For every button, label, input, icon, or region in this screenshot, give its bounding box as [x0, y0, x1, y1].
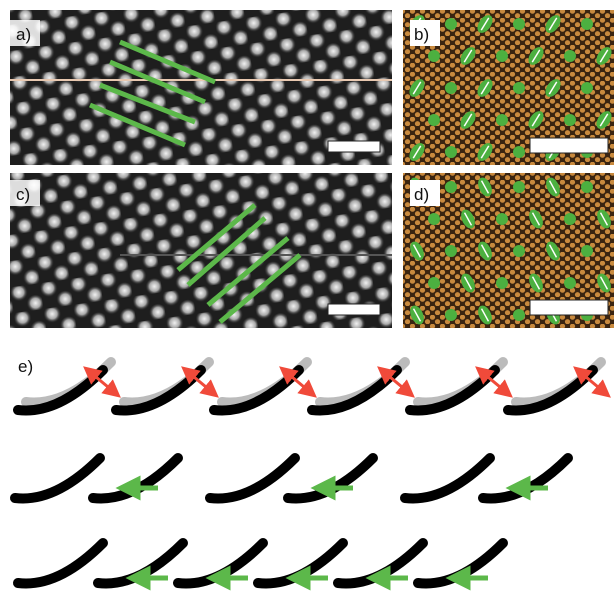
scale-bar — [530, 138, 608, 153]
molecule-curve — [15, 458, 100, 499]
green-dot — [564, 114, 576, 126]
green-dot — [428, 50, 440, 62]
green-dot — [564, 213, 576, 225]
green-dot — [581, 82, 593, 94]
molecule-curve — [405, 458, 490, 499]
green-dot — [445, 18, 457, 30]
green-dot — [513, 82, 525, 94]
green-dot — [445, 309, 457, 321]
green-dot — [581, 18, 593, 30]
panel-label: c) — [16, 185, 30, 204]
green-dot — [428, 114, 440, 126]
green-dot — [496, 114, 508, 126]
green-dot — [445, 181, 457, 193]
molecule-curve — [18, 543, 103, 584]
panel-label: e) — [18, 357, 33, 376]
panel-label: b) — [414, 25, 429, 44]
molecule-curve — [93, 458, 178, 499]
molecule-curve — [483, 458, 568, 499]
green-dot — [581, 181, 593, 193]
scale-bar — [328, 304, 380, 315]
molecule-diagram — [15, 362, 604, 584]
green-dot — [513, 309, 525, 321]
green-dot — [513, 181, 525, 193]
green-dot — [496, 213, 508, 225]
green-dot — [496, 277, 508, 289]
green-dot — [445, 245, 457, 257]
green-dot — [496, 50, 508, 62]
molecule-curve — [288, 458, 373, 499]
green-dot — [513, 18, 525, 30]
green-dot — [513, 146, 525, 158]
scale-bar — [530, 300, 608, 315]
green-dot — [564, 50, 576, 62]
green-dot — [513, 245, 525, 257]
green-dot — [428, 213, 440, 225]
figure: a) b) c) d) e) — [0, 0, 614, 604]
green-dot — [581, 245, 593, 257]
panel-label: d) — [414, 185, 429, 204]
green-dot — [564, 277, 576, 289]
panel-label: a) — [16, 25, 31, 44]
molecule-curve — [210, 458, 295, 499]
green-dot — [445, 82, 457, 94]
green-dot — [445, 146, 457, 158]
scale-bar — [328, 141, 380, 152]
green-dot — [428, 277, 440, 289]
